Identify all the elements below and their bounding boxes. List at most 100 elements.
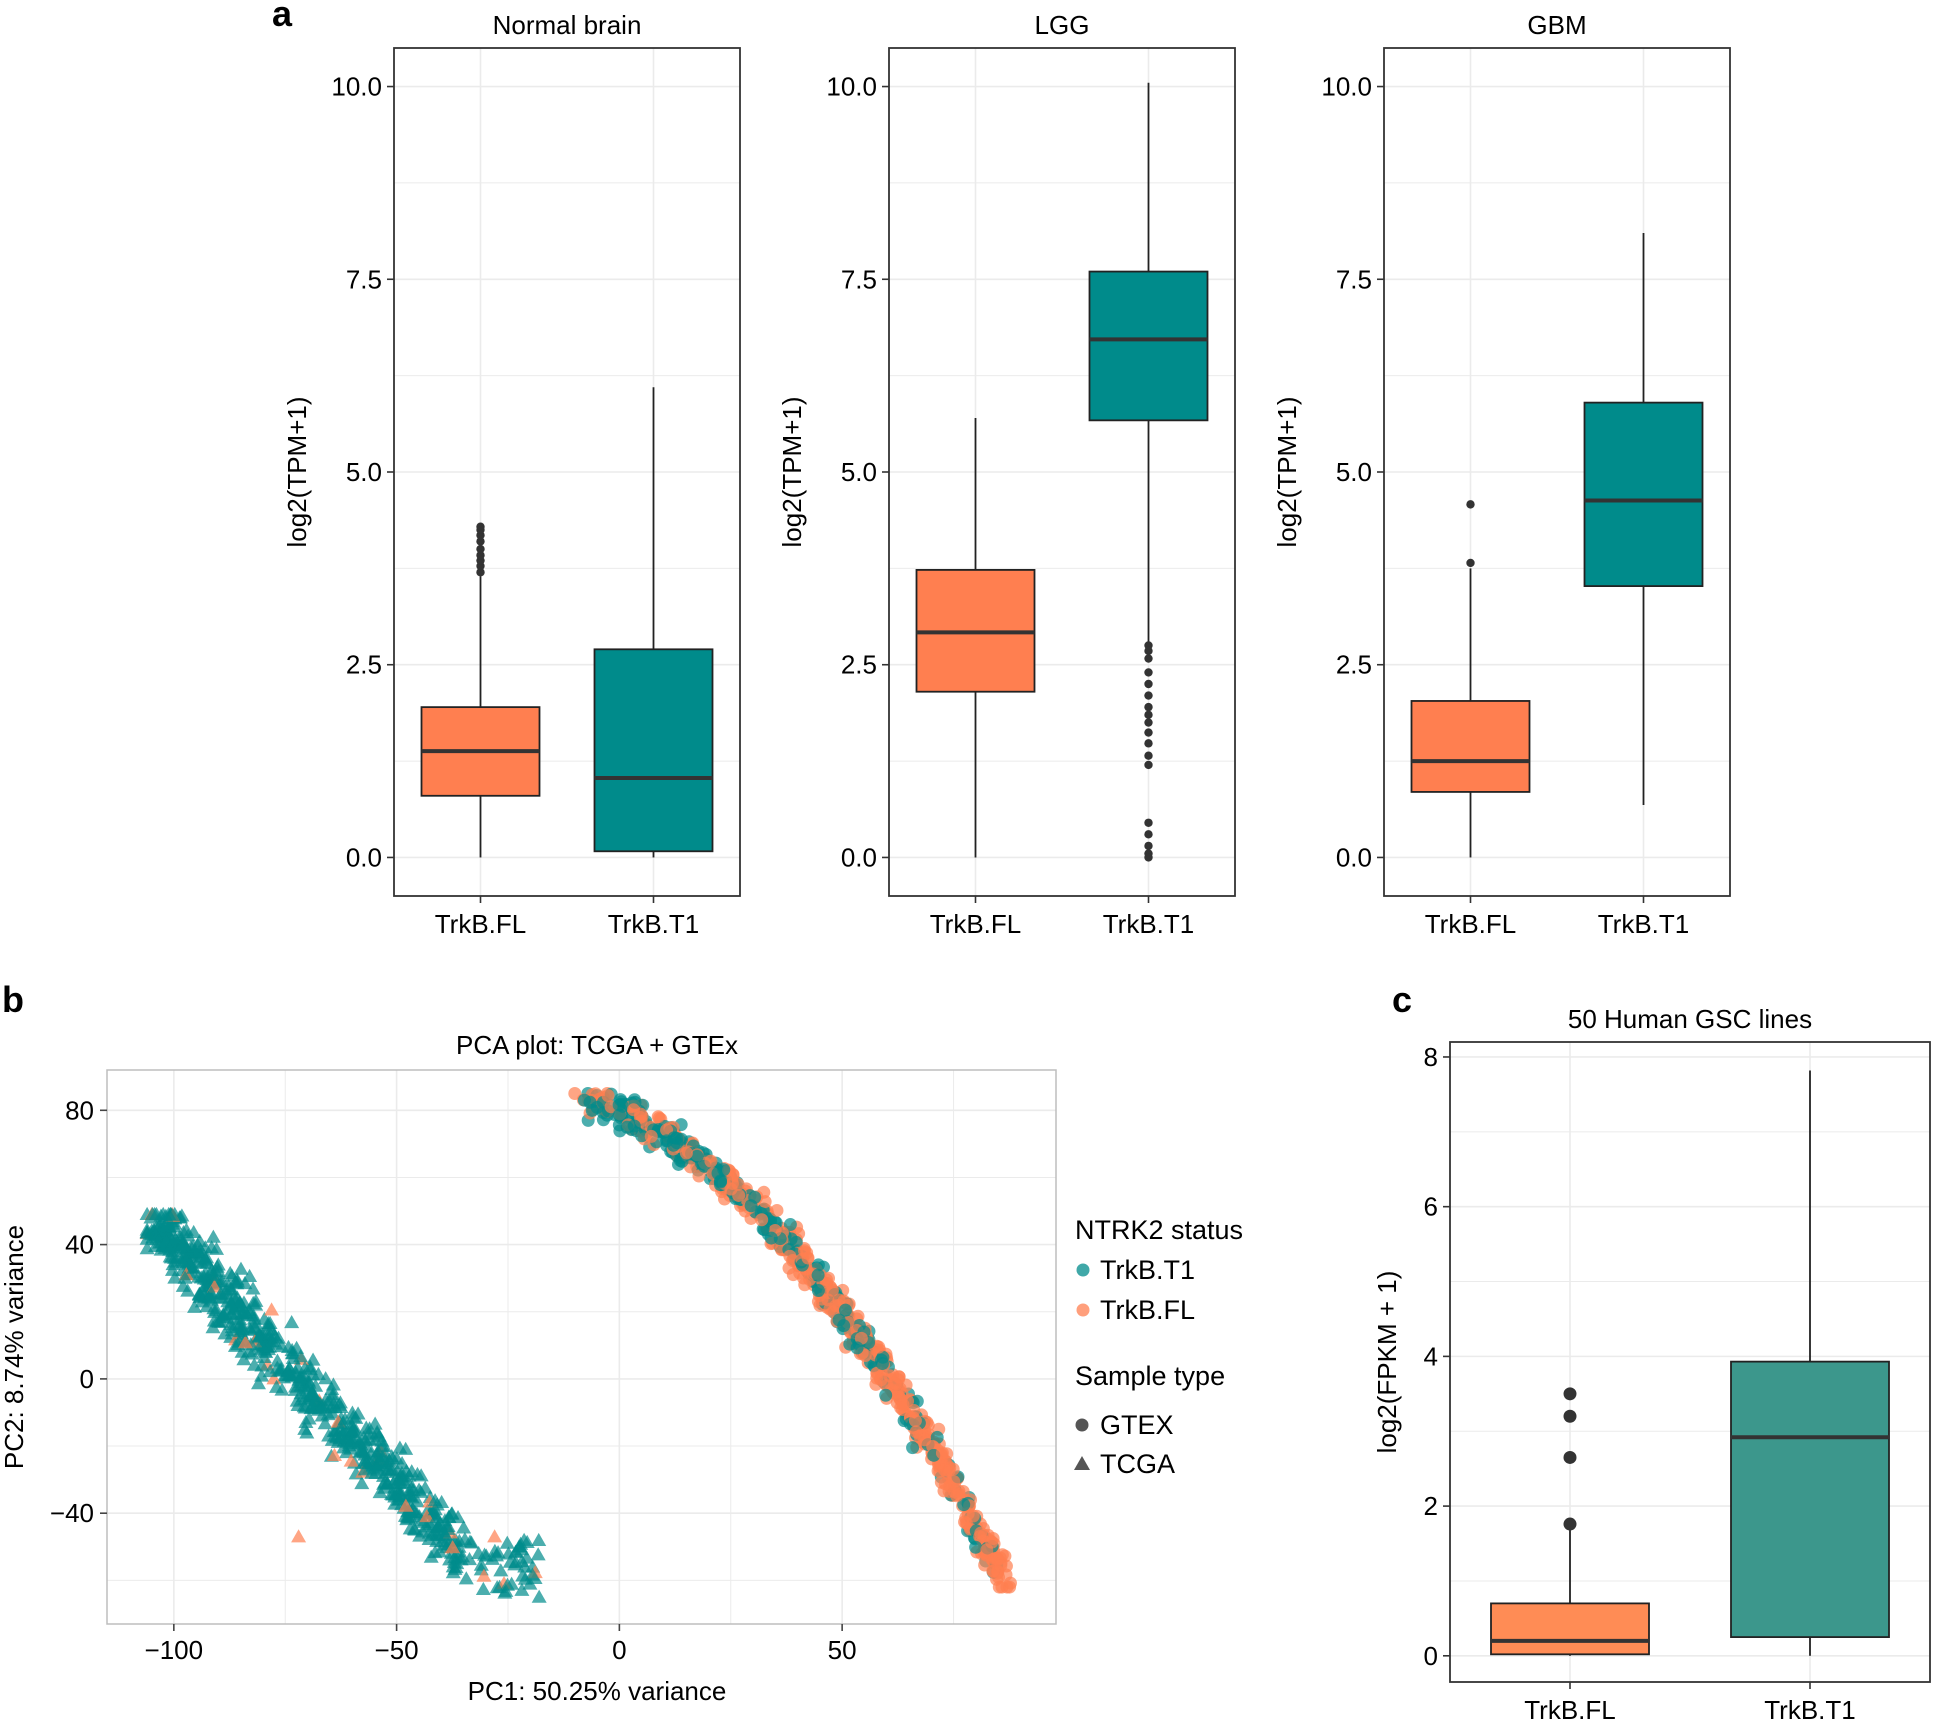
y-tick-label: 10.0	[1321, 72, 1372, 102]
outlier-trkb-fl	[1563, 1387, 1577, 1401]
tcga-point-trkb-t1	[524, 1567, 540, 1581]
legend-key-triangle	[1074, 1456, 1090, 1470]
tcga-point-trkb-t1	[512, 1539, 528, 1553]
box-trkb-fl	[1410, 700, 1531, 793]
gtex-point-trkb-fl	[724, 1182, 738, 1196]
tcga-point-trkb-t1	[531, 1532, 547, 1546]
tcga-point-trkb-t1	[320, 1407, 336, 1421]
tcga-point-trkb-t1	[318, 1371, 334, 1385]
tcga-point-trkb-fl	[264, 1302, 280, 1316]
gtex-point-trkb-fl	[825, 1283, 839, 1297]
x-tick-label: TrkB.FL	[435, 909, 526, 939]
tcga-point-trkb-t1	[519, 1534, 535, 1549]
outlier-trkb-t1	[1144, 760, 1153, 770]
gtex-point-trkb-t1	[969, 1540, 983, 1554]
tcga-point-trkb-t1	[234, 1305, 250, 1319]
gtex-point-trkb-fl	[901, 1394, 915, 1408]
tcga-point-trkb-t1	[394, 1455, 410, 1470]
tcga-point-trkb-t1	[217, 1326, 233, 1340]
y-tick-label: 7.5	[346, 264, 382, 294]
tcga-point-trkb-t1	[244, 1346, 260, 1360]
y-tick-label: 80	[65, 1095, 94, 1125]
outlier-trkb-fl	[1563, 1450, 1577, 1464]
panel-label-a: a	[272, 0, 293, 34]
tcga-point-trkb-t1	[507, 1557, 523, 1571]
tcga-point-trkb-t1	[247, 1319, 263, 1333]
tcga-point-trkb-t1	[165, 1256, 181, 1271]
panel-label-c: c	[1392, 979, 1412, 1020]
tcga-point-trkb-t1	[203, 1285, 219, 1300]
outlier-trkb-fl	[1466, 558, 1475, 568]
legend-title-sample-type: Sample type	[1075, 1361, 1225, 1391]
tcga-point-trkb-t1	[248, 1297, 264, 1311]
tcga-point-trkb-t1	[440, 1521, 456, 1535]
tcga-point-trkb-t1	[245, 1281, 261, 1295]
gtex-point-trkb-fl	[942, 1464, 956, 1478]
gtex-point-trkb-fl	[874, 1373, 888, 1387]
tcga-point-trkb-t1	[186, 1260, 202, 1274]
legend-title-ntrk2-status: NTRK2 status	[1075, 1215, 1243, 1245]
y-tick-label: 2	[1424, 1491, 1438, 1521]
gtex-point-trkb-t1	[783, 1218, 797, 1232]
box-trkb-fl	[1490, 1602, 1650, 1656]
gtex-point-trkb-fl	[770, 1203, 784, 1217]
legend-label-trkb-t1: TrkB.T1	[1100, 1255, 1195, 1285]
tcga-point-trkb-t1	[161, 1206, 177, 1221]
tcga-point-trkb-t1	[226, 1311, 242, 1325]
outlier-trkb-t1	[1144, 654, 1153, 663]
y-axis-title: log2(TPM+1)	[282, 397, 312, 548]
x-tick-label: −100	[145, 1635, 204, 1665]
tcga-point-trkb-t1	[385, 1451, 401, 1465]
tcga-point-trkb-t1	[357, 1453, 373, 1467]
gtex-point-trkb-t1	[850, 1341, 864, 1355]
y-tick-label: −40	[50, 1498, 94, 1528]
tcga-point-trkb-t1	[209, 1241, 225, 1255]
tcga-point-trkb-t1	[356, 1430, 372, 1444]
tcga-point-trkb-t1	[210, 1263, 226, 1277]
tcga-point-trkb-t1	[185, 1238, 201, 1253]
gtex-point-trkb-t1	[613, 1093, 627, 1107]
gtex-point-trkb-t1	[690, 1149, 704, 1163]
outlier-trkb-fl	[476, 551, 485, 560]
tcga-point-trkb-t1	[519, 1550, 535, 1564]
tcga-point-trkb-t1	[390, 1492, 406, 1506]
x-tick-label: 0	[612, 1635, 626, 1665]
tcga-point-trkb-t1	[413, 1484, 429, 1498]
tcga-point-trkb-t1	[345, 1422, 361, 1436]
outlier-trkb-t1	[1144, 718, 1153, 727]
x-tick-label: TrkB.FL	[1425, 909, 1516, 939]
panel-c-boxplot: 0 2 4 6 8 TrkB.FL TrkB.T1 50 Human GSC lines log…	[1372, 1004, 1931, 1725]
y-tick-label: 8	[1424, 1042, 1438, 1072]
y-tick-label: 10.0	[331, 72, 382, 102]
x-tick-label: 50	[828, 1635, 857, 1665]
tcga-point-trkb-t1	[517, 1559, 533, 1573]
outlier-trkb-fl	[1563, 1409, 1577, 1423]
tcga-point-trkb-t1	[489, 1548, 505, 1562]
tcga-point-trkb-t1	[289, 1393, 305, 1407]
y-tick-label: 7.5	[841, 264, 877, 294]
box-trkb-t1	[1088, 270, 1209, 422]
x-tick-label: TrkB.T1	[1598, 909, 1689, 939]
tcga-point-trkb-t1	[299, 1425, 315, 1439]
box-trkb-t1	[1583, 401, 1704, 587]
tcga-point-trkb-t1	[493, 1563, 509, 1577]
tcga-point-trkb-fl	[476, 1568, 492, 1582]
outlier-trkb-t1	[1144, 668, 1153, 677]
tcga-point-trkb-t1	[413, 1468, 429, 1482]
tcga-point-trkb-t1	[254, 1358, 270, 1372]
gtex-point-trkb-fl	[783, 1249, 797, 1263]
gtex-point-trkb-t1	[879, 1388, 893, 1402]
legend-label-tcga: TCGA	[1100, 1449, 1175, 1479]
tcga-point-trkb-t1	[187, 1299, 203, 1313]
plot-frame	[1449, 1041, 1931, 1683]
tcga-point-trkb-t1	[369, 1460, 385, 1474]
legend: NTRK2 status TrkB.T1 TrkB.FL Sample type GTE…	[1074, 1215, 1243, 1479]
tcga-point-trkb-t1	[303, 1401, 319, 1415]
tcga-point-trkb-t1	[499, 1535, 515, 1549]
tcga-point-trkb-t1	[199, 1255, 215, 1269]
tcga-point-trkb-t1	[301, 1411, 317, 1425]
tcga-point-trkb-t1	[514, 1582, 530, 1596]
gtex-point-trkb-t1	[811, 1284, 825, 1298]
tcga-point-trkb-fl	[445, 1540, 461, 1554]
